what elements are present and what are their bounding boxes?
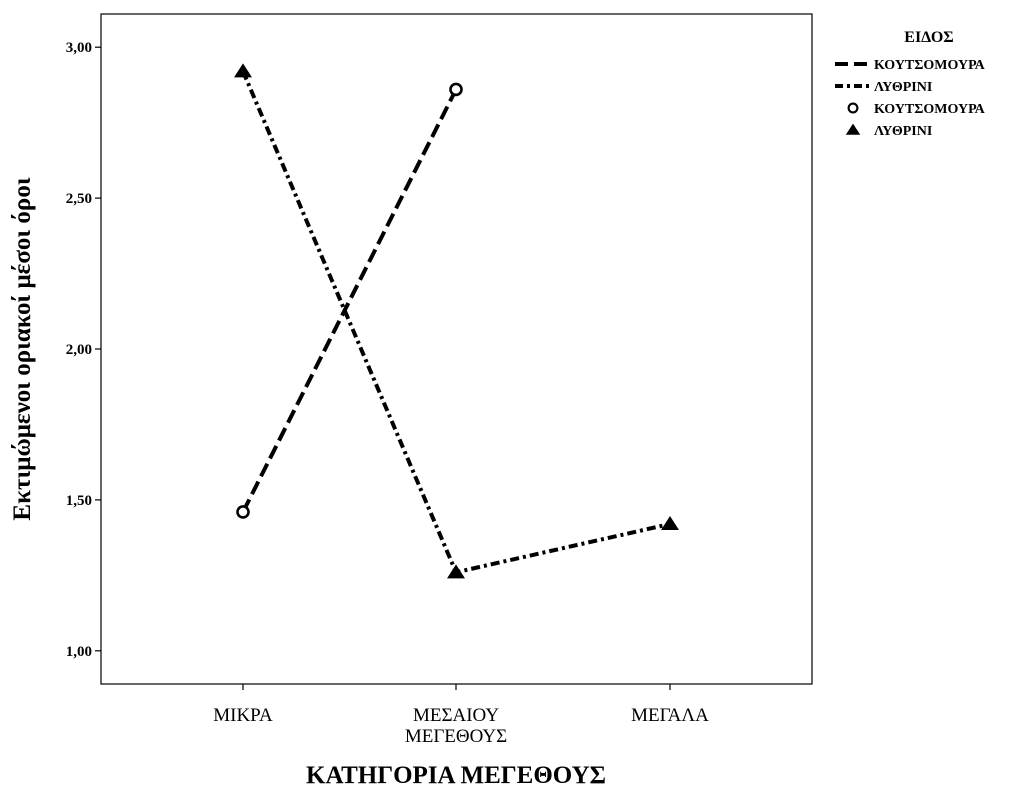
data-point-circle xyxy=(236,505,250,519)
legend-title: ΕΙΔΟΣ xyxy=(904,29,953,46)
legend: ΕΙΔΟΣ ΚΟΥΤΣΟΜΟΥΡΑ ΛΥΘΡΙΝΙ ΚΟΥΤΣΟΜΟΥΡΑ ΛΥΘΡΙ… xyxy=(835,29,986,139)
data-point-triangle xyxy=(234,63,252,78)
series-lines xyxy=(241,70,671,575)
series-line-0 xyxy=(241,88,458,513)
series-line-1 xyxy=(241,70,671,575)
y-tick-label: 3,00 xyxy=(66,40,92,56)
legend-entry-label: ΚΟΥΤΣΟΜΟΥΡΑ xyxy=(874,58,986,73)
plot-frame xyxy=(100,13,813,685)
data-point-circle xyxy=(449,82,463,97)
y-axis: 1,00 1,50 2,00 2,50 3,00 xyxy=(66,40,101,660)
series-markers xyxy=(234,63,679,579)
x-axis-title: ΚΑΤΗΓΟΡΙΑ ΜΕΓΕΘΟΥΣ xyxy=(306,762,606,787)
legend-entry-label: ΚΟΥΤΣΟΜΟΥΡΑ xyxy=(874,102,986,117)
legend-marker-swatch xyxy=(845,123,861,135)
x-tick-label: ΜΕΓΑΛΑ xyxy=(631,705,709,726)
legend-entry-label: ΛΥΘΡΙΝΙ xyxy=(874,80,932,95)
data-point-triangle xyxy=(447,564,465,579)
legend-marker-swatch xyxy=(847,102,859,114)
data-point-triangle xyxy=(661,516,679,531)
y-tick-label: 2,50 xyxy=(66,191,92,207)
legend-entry-label: ΛΥΘΡΙΝΙ xyxy=(874,124,932,139)
y-axis-title: Εκτιμώμενοι οριακοί μέσοι όροι xyxy=(9,177,36,520)
y-tick-label: 1,50 xyxy=(66,493,92,509)
y-tick-label: 1,00 xyxy=(66,644,92,660)
x-tick-label: ΜΕΓΕΘΟΥΣ xyxy=(405,726,507,747)
y-tick-label: 2,00 xyxy=(66,342,92,358)
x-tick-label: ΜΕΣΑΙΟΥ xyxy=(413,705,499,726)
x-tick-label: ΜΙΚΡΑ xyxy=(213,705,273,726)
